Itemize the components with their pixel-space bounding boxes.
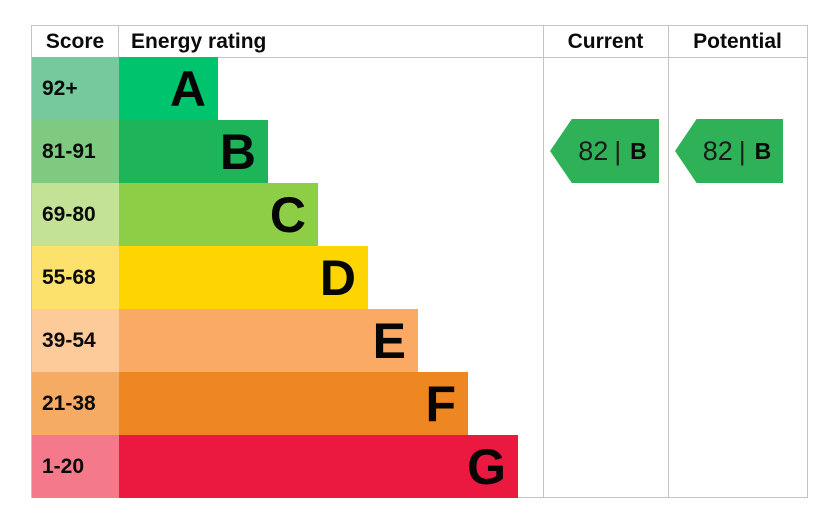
band-row-b: 81-91 B xyxy=(32,120,543,183)
rating-bar-g: G xyxy=(119,435,518,498)
potential-separator: | xyxy=(738,135,746,166)
band-row-d: 55-68 D xyxy=(32,246,543,309)
rating-bar-f: F xyxy=(119,372,468,435)
potential-score-value: 82 xyxy=(702,135,733,166)
current-separator: | xyxy=(614,135,622,166)
band-letter-e: E xyxy=(372,312,406,369)
current-column-header: Current xyxy=(567,29,644,53)
band-letter-f: F xyxy=(425,375,456,432)
current-score-value: 82 xyxy=(578,135,609,166)
band-letter-d: D xyxy=(319,249,356,306)
rating-bar-c: C xyxy=(119,183,318,246)
band-letter-b: B xyxy=(219,123,256,180)
band-row-e: 39-54 E xyxy=(32,309,543,372)
band-letter-g: G xyxy=(467,438,506,495)
rating-bar-d: D xyxy=(119,246,368,309)
header-row: Score Energy rating Current Potential xyxy=(32,26,807,58)
score-range-g: 1-20 xyxy=(32,435,119,498)
score-range-c: 69-80 xyxy=(32,183,119,246)
score-range-a: 92+ xyxy=(32,57,119,120)
potential-column-divider xyxy=(668,26,669,497)
rating-bar-b: B xyxy=(119,120,268,183)
current-rating-letter: B xyxy=(630,137,647,164)
band-row-c: 69-80 C xyxy=(32,183,543,246)
score-range-b: 81-91 xyxy=(32,120,119,183)
score-range-f: 21-38 xyxy=(32,372,119,435)
score-range-d: 55-68 xyxy=(32,246,119,309)
potential-rating-letter: B xyxy=(754,137,772,164)
score-column-header: Score xyxy=(32,26,119,57)
band-row-g: 1-20 G xyxy=(32,435,543,498)
band-letter-c: C xyxy=(269,186,306,243)
chart-frame: Score Energy rating Current Potential 92… xyxy=(31,25,808,498)
band-letter-a: A xyxy=(169,60,206,117)
potential-rating-arrow: 82 | B xyxy=(675,119,783,183)
energy-rating-column-header: Energy rating xyxy=(131,29,267,53)
rating-bar-e: E xyxy=(119,309,418,372)
band-row-a: 92+ A xyxy=(32,57,543,120)
current-rating-arrow: 82 | B xyxy=(550,119,659,183)
current-column-divider xyxy=(543,26,544,497)
band-row-f: 21-38 F xyxy=(32,372,543,435)
score-range-e: 39-54 xyxy=(32,309,119,372)
rating-bar-a: A xyxy=(119,57,218,120)
potential-column-header: Potential xyxy=(693,29,782,53)
